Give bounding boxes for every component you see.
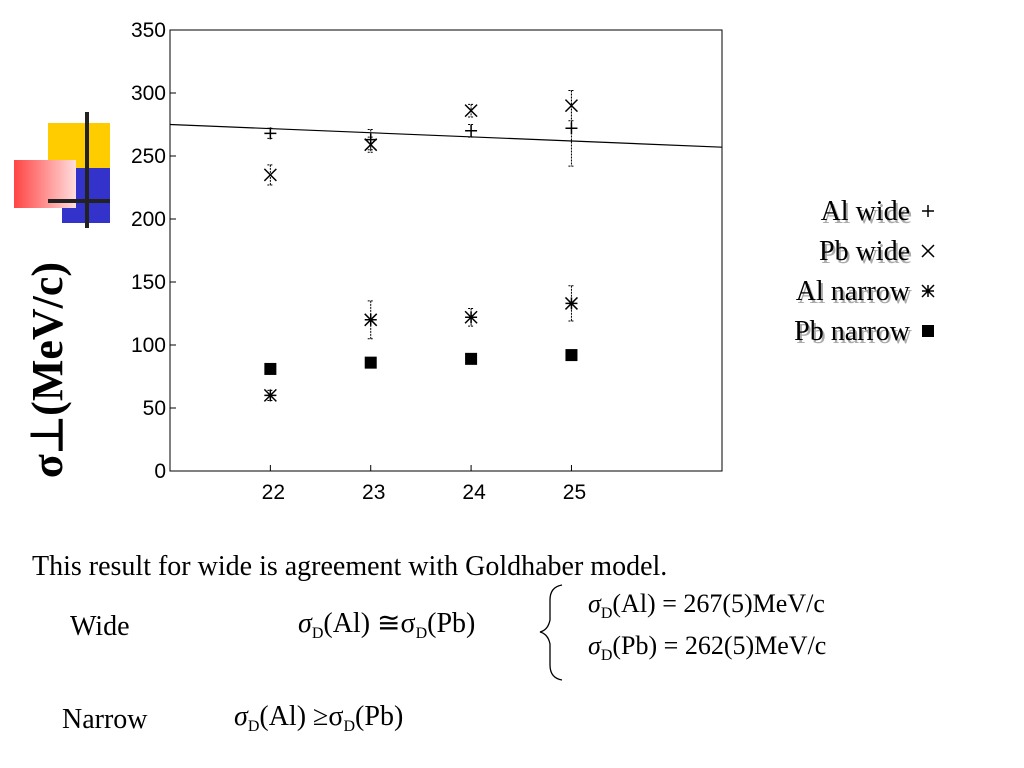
- y-tick-label: 50: [143, 397, 166, 420]
- x-tick-label: 22: [262, 481, 285, 504]
- marker: [564, 99, 578, 113]
- y-tick-label: 350: [131, 19, 166, 42]
- legend-label-shadow: Pb narrow: [796, 319, 913, 350]
- marker: [263, 168, 277, 182]
- equation-subscript: D: [601, 605, 613, 622]
- marker: [465, 124, 478, 137]
- fit-line: [169, 123, 723, 148]
- y-tick-label: 300: [131, 82, 166, 105]
- x-tick-label: 23: [362, 481, 385, 504]
- equation-part: σ: [588, 631, 602, 660]
- legend-label-shadow: Al narrow: [798, 279, 913, 310]
- caption: This result for wide is agreement with G…: [32, 551, 667, 582]
- y-tick-label: 250: [131, 145, 166, 168]
- marker: [465, 352, 478, 365]
- equation-subscript: D: [343, 718, 355, 735]
- equation-part: σ: [234, 701, 249, 732]
- marker: [364, 356, 377, 369]
- marker: [565, 349, 578, 362]
- equation-part: (Al) ≥σ: [259, 701, 343, 732]
- equation-part: (Pb): [427, 608, 475, 639]
- legend-label: Pb narrow: [794, 316, 911, 347]
- equation-subscript: D: [416, 625, 428, 642]
- equation-part: (Al) = 267(5)MeV/c: [612, 589, 825, 618]
- legend-marker: [921, 284, 935, 298]
- marker: [263, 388, 277, 402]
- marker: [364, 138, 378, 152]
- marker: [264, 362, 277, 375]
- equation: σD(Al) ≥σD(Pb): [234, 701, 403, 735]
- marker: [464, 104, 478, 118]
- equation-part: (Pb) = 262(5)MeV/c: [612, 631, 826, 660]
- legend-label: Al wide: [821, 196, 910, 227]
- marker: [364, 313, 378, 327]
- wide-label: Wide: [70, 611, 130, 642]
- legend-marker: [921, 244, 935, 258]
- error-bar: [468, 307, 475, 327]
- error-bar: [568, 285, 575, 322]
- y-tick-label: 150: [131, 271, 166, 294]
- y-tick-label: 100: [131, 334, 166, 357]
- legend-marker: [922, 325, 934, 337]
- equation-part: (Al) ≅σ: [323, 608, 415, 639]
- marker: [565, 122, 578, 135]
- x-tick-label: 24: [462, 481, 486, 504]
- decoration: [14, 112, 110, 228]
- brace: [539, 584, 563, 681]
- equation: σD(Al) = 267(5)MeV/c: [588, 589, 825, 622]
- equation: σD(Al) ≅σD(Pb): [298, 608, 475, 642]
- equation-part: σ: [588, 589, 602, 618]
- legend-label: Al narrow: [796, 276, 911, 307]
- marker: [264, 127, 277, 140]
- y-tick-label: 200: [131, 208, 166, 231]
- plot-frame: [169, 29, 723, 472]
- legend-label-shadow: Pb wide: [821, 239, 912, 270]
- legend-label: Pb wide: [819, 236, 910, 267]
- x-tick-label: 25: [563, 481, 586, 504]
- y-tick-label: 0: [154, 460, 166, 483]
- equation-part: σ: [298, 608, 313, 639]
- y-axis-label: σ⊥(MeV/c): [23, 262, 72, 478]
- equation-subscript: D: [601, 647, 613, 664]
- legend-label-shadow: Al wide: [823, 199, 912, 230]
- equation-subscript: D: [248, 718, 260, 735]
- legend-marker: [922, 205, 934, 217]
- marker: [564, 296, 578, 310]
- equation-subscript: D: [312, 625, 324, 642]
- narrow-label: Narrow: [62, 704, 148, 735]
- equation-part: (Pb): [355, 701, 403, 732]
- equation: σD(Pb) = 262(5)MeV/c: [588, 631, 826, 664]
- marker: [464, 310, 478, 324]
